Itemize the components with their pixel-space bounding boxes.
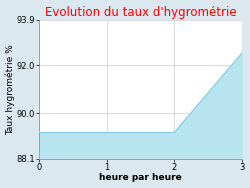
X-axis label: heure par heure: heure par heure: [99, 174, 182, 182]
Y-axis label: Taux hygrométrie %: Taux hygrométrie %: [6, 44, 15, 135]
Title: Evolution du taux d'hygrométrie: Evolution du taux d'hygrométrie: [45, 6, 236, 19]
